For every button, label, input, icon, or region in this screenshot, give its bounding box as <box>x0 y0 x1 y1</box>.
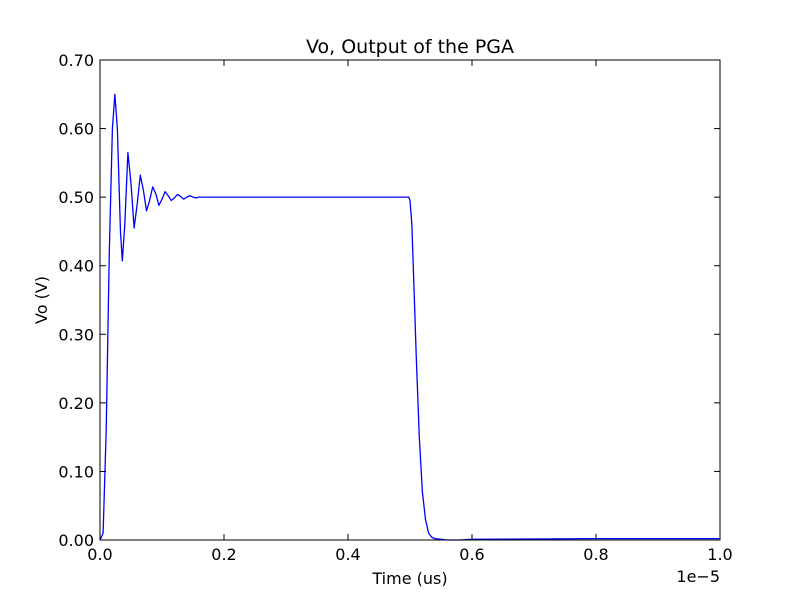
y-tick-label: 0.10 <box>58 462 94 481</box>
y-tick-label: 0.40 <box>58 257 94 276</box>
y-tick-label: 0.50 <box>58 188 94 207</box>
series-line <box>99 93 720 541</box>
plot-area <box>99 93 720 541</box>
x-axis-label: Time (us) <box>371 569 447 588</box>
x-axis-offset-text: 1e−5 <box>676 567 720 586</box>
y-axis-label: Vo (V) <box>32 276 51 324</box>
x-tick-label: 0.4 <box>335 545 360 564</box>
x-tick-label: 0.8 <box>583 545 608 564</box>
axis-ticks: 0.0 0.2 0.4 0.6 0.8 1.0 0.00 0.10 0.20 0.30 0.40 0.… <box>58 51 732 564</box>
y-tick-label: 0.00 <box>58 531 94 550</box>
y-tick-label: 0.30 <box>58 325 94 344</box>
x-tick-label: 0.2 <box>211 545 236 564</box>
x-tick-label: 1.0 <box>707 545 732 564</box>
y-tick-label: 0.70 <box>58 51 94 70</box>
x-tick-label: 0.0 <box>87 545 112 564</box>
y-tick-label: 0.20 <box>58 394 94 413</box>
plot-frame <box>99 59 721 541</box>
x-tick-label: 0.6 <box>459 545 484 564</box>
chart-title: Vo, Output of the PGA <box>306 36 514 58</box>
y-tick-label: 0.60 <box>58 120 94 139</box>
